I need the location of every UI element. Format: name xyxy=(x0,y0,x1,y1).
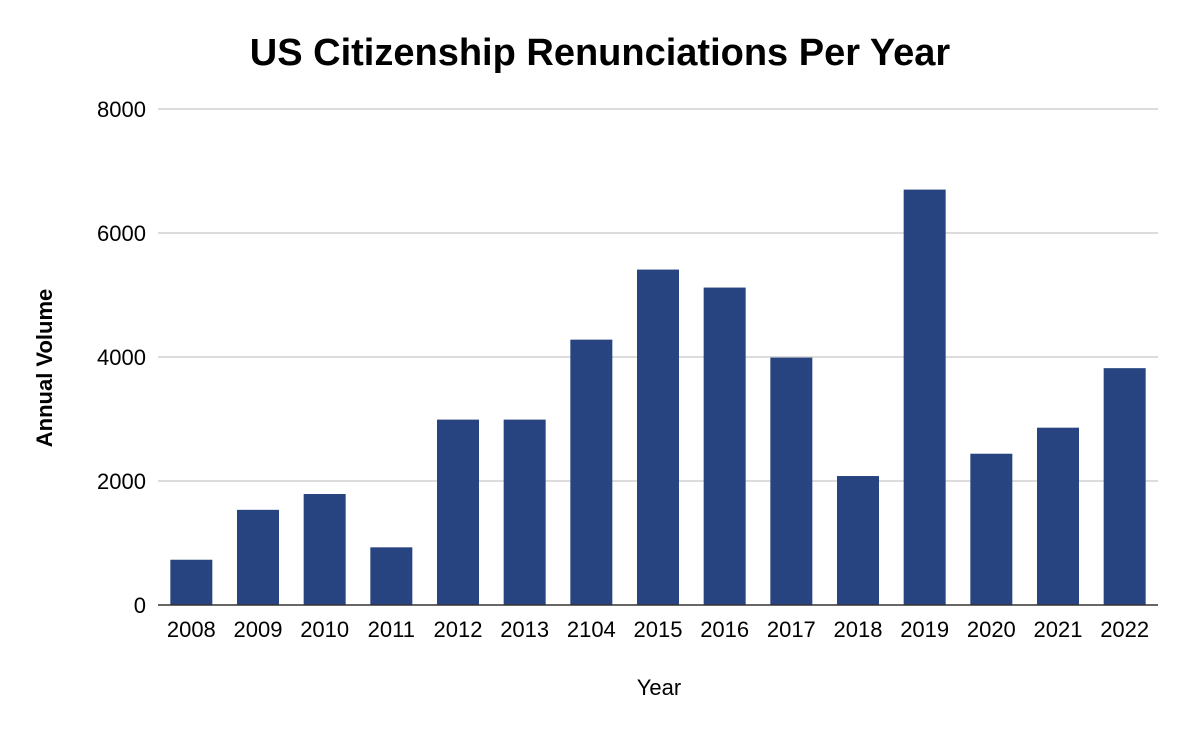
bar-2018 xyxy=(837,476,879,605)
y-tick-label: 8000 xyxy=(97,97,146,122)
bar-2022 xyxy=(1103,368,1146,605)
y-tick-label: 0 xyxy=(134,593,146,618)
x-tick-label: 2016 xyxy=(700,617,749,642)
x-axis-label: Year xyxy=(637,675,681,700)
bars xyxy=(170,189,1146,605)
y-tick-label: 2000 xyxy=(97,469,146,494)
x-tick-label: 2104 xyxy=(567,617,616,642)
x-axis-ticks: 2008 2009 2010 2011 2012 2013 2104 2015 2016 2017… xyxy=(167,617,1149,642)
bar-2020 xyxy=(970,453,1013,605)
bar-2012 xyxy=(437,419,479,605)
bar-2010 xyxy=(303,494,346,605)
y-axis-ticks: 0 2000 4000 6000 8000 xyxy=(97,97,146,618)
y-tick-label: 4000 xyxy=(97,345,146,370)
x-tick-label: 2010 xyxy=(300,617,349,642)
x-tick-label: 2015 xyxy=(634,617,683,642)
x-tick-label: 2021 xyxy=(1034,617,1083,642)
x-tick-label: 2009 xyxy=(234,617,283,642)
bar-2017 xyxy=(770,357,813,605)
bar-2009 xyxy=(237,509,279,605)
x-tick-label: 2017 xyxy=(767,617,816,642)
bar-2011 xyxy=(370,547,413,605)
x-tick-label: 2018 xyxy=(834,617,883,642)
x-tick-label: 2008 xyxy=(167,617,216,642)
x-tick-label: 2013 xyxy=(500,617,549,642)
bar-2008 xyxy=(170,559,213,605)
x-tick-label: 2011 xyxy=(368,617,415,642)
chart-title: US Citizenship Renunciations Per Year xyxy=(250,32,951,74)
x-tick-label: 2022 xyxy=(1100,617,1149,642)
bar-2104 xyxy=(570,339,613,605)
bar-2016 xyxy=(703,287,746,605)
bar-2021 xyxy=(1037,427,1079,605)
x-tick-label: 2012 xyxy=(434,617,483,642)
bar-2015 xyxy=(637,269,679,605)
y-axis-label: Annual Volume xyxy=(32,289,57,448)
bar-2013 xyxy=(503,419,546,605)
x-tick-label: 2019 xyxy=(900,617,949,642)
bar-2019 xyxy=(903,189,946,605)
x-tick-label: 2020 xyxy=(967,617,1016,642)
y-tick-label: 6000 xyxy=(97,221,146,246)
